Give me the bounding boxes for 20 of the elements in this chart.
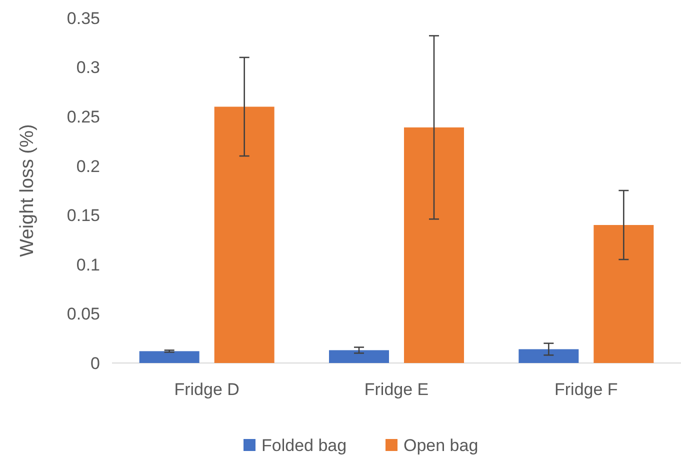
y-tick-label: 0.25 <box>66 108 100 127</box>
bar <box>404 127 464 363</box>
x-tick-label: Fridge D <box>174 380 240 399</box>
legend-label: Folded bag <box>262 436 347 455</box>
y-axis-title: Weight loss (%) <box>17 124 38 257</box>
bar <box>329 350 389 363</box>
x-tick-label: Fridge F <box>554 380 618 399</box>
bar <box>139 351 200 363</box>
bar <box>594 225 654 363</box>
x-tick-label: Fridge E <box>364 380 429 399</box>
y-tick-label: 0.1 <box>76 255 100 274</box>
bar <box>214 106 274 363</box>
y-tick-label: 0.2 <box>76 156 100 176</box>
y-tick-label: 0.15 <box>66 206 100 226</box>
y-tick-label: 0.3 <box>76 58 100 78</box>
y-tick-label: 0.35 <box>66 8 100 28</box>
legend-label: Open bag <box>404 436 478 455</box>
y-tick-label: 0 <box>90 354 100 373</box>
y-tick-label: 0.05 <box>66 304 100 324</box>
bar <box>518 349 579 363</box>
